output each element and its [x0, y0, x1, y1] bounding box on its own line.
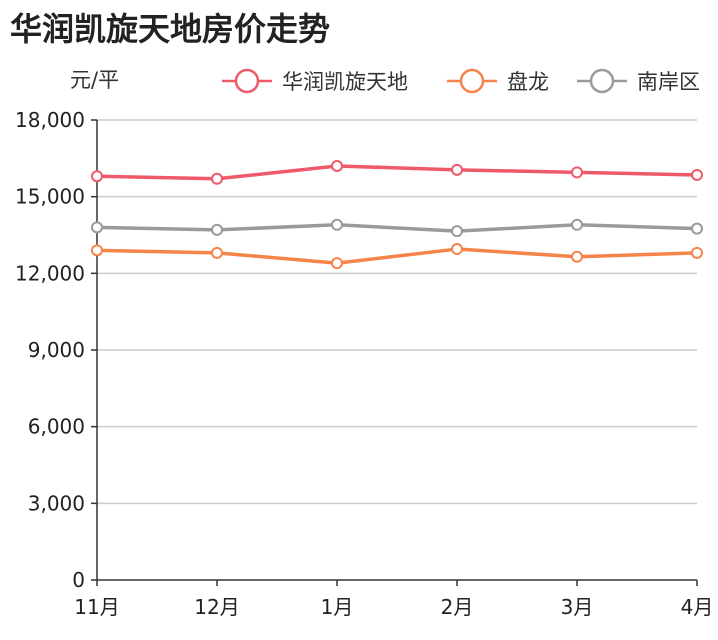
data-point [691, 168, 703, 181]
data-point [451, 243, 463, 256]
data-point [91, 244, 103, 257]
x-tick-label: 12月 [194, 595, 239, 619]
legend-marker-icon [589, 68, 615, 94]
y-tick-label: 18,000 [15, 108, 85, 132]
data-point [691, 222, 703, 235]
data-point [211, 246, 223, 259]
legend-marker-icon [459, 68, 485, 94]
data-point [211, 172, 223, 185]
data-point [571, 218, 583, 231]
series-lines [91, 160, 703, 270]
y-tick-label: 0 [72, 568, 85, 592]
x-tick-label: 11月 [74, 595, 119, 619]
x-tick-label: 1月 [321, 595, 354, 619]
data-point [331, 160, 343, 172]
data-point [91, 221, 103, 234]
legend: 华润凯旋天地 盘龙 南岸区 [222, 68, 700, 94]
y-tick-label: 3,000 [28, 491, 85, 515]
y-tick-label: 6,000 [28, 415, 85, 439]
legend-label: 盘龙 [507, 70, 549, 94]
grid-lines [97, 119, 697, 505]
series-line-2 [96, 247, 698, 265]
data-point [571, 250, 583, 263]
y-axis-unit-label: 元/平 [70, 68, 120, 92]
data-point [211, 223, 223, 236]
legend-marker-icon [234, 68, 260, 94]
series-line-3 [96, 223, 698, 233]
y-tick-label: 12,000 [15, 261, 85, 285]
legend-label: 南岸区 [637, 70, 700, 94]
data-point [331, 218, 343, 231]
x-tick-label: 2月 [441, 595, 474, 619]
data-point [331, 257, 343, 270]
legend-label: 华润凯旋天地 [282, 70, 408, 94]
series-line-1 [96, 164, 698, 181]
axes: 0 3,000 6,000 9,000 12,000 15,000 18,000 11月 12月… [15, 108, 713, 619]
data-point [451, 163, 463, 176]
y-tick-label: 9,000 [28, 338, 85, 362]
x-tick-label: 4月 [681, 595, 714, 619]
data-point [571, 166, 583, 179]
chart-title: 华润凯旋天地房价走势 [10, 10, 331, 48]
x-tick-label: 3月 [561, 595, 594, 619]
data-point [451, 225, 463, 238]
data-point [91, 170, 103, 183]
data-point [691, 246, 703, 259]
y-tick-label: 15,000 [15, 185, 85, 209]
